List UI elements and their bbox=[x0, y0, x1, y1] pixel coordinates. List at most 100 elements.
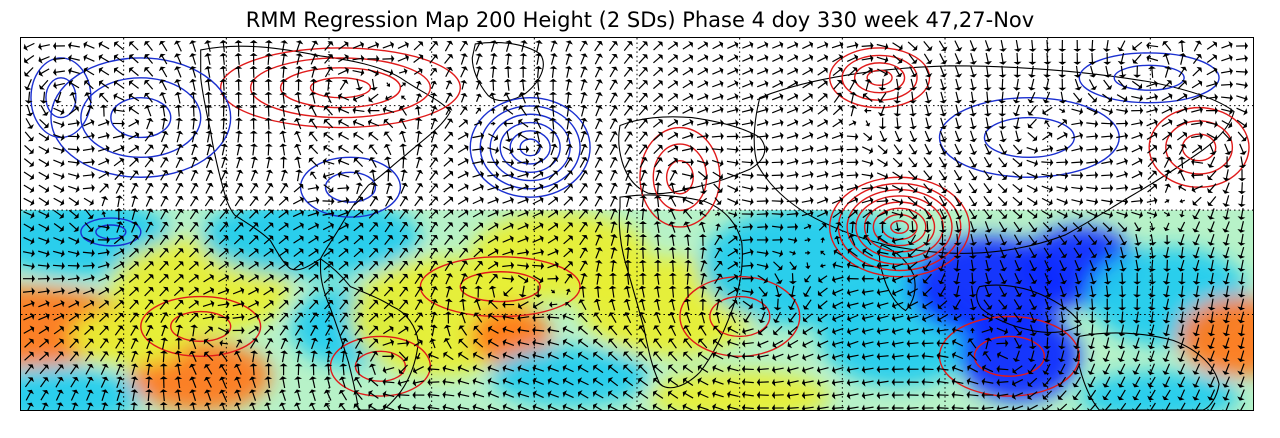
wind-vector-arrow bbox=[517, 145, 530, 154]
wind-vector-arrow bbox=[623, 105, 634, 116]
wind-vector-arrow bbox=[984, 143, 993, 155]
wind-vector-arrow bbox=[1132, 402, 1142, 410]
positive-height-contour bbox=[973, 335, 1046, 377]
wind-vector-arrow bbox=[547, 364, 559, 372]
wind-vector-arrow bbox=[444, 311, 453, 324]
wind-vector-arrow bbox=[802, 118, 814, 127]
wind-vector-arrow bbox=[580, 91, 588, 104]
wind-vector-arrow bbox=[218, 327, 230, 336]
wind-vector-arrow bbox=[145, 337, 154, 350]
wind-vector-arrow bbox=[114, 312, 124, 323]
positive-height-contour bbox=[872, 207, 927, 247]
wind-vector-arrow bbox=[533, 157, 543, 167]
wind-vector-arrow bbox=[517, 338, 530, 347]
wind-vector-arrow bbox=[1071, 197, 1084, 206]
negative-height-contour bbox=[80, 77, 202, 159]
wind-vector-arrow bbox=[772, 353, 784, 362]
wind-vector-arrow bbox=[1162, 272, 1171, 285]
wind-vector-arrow bbox=[861, 171, 874, 180]
wind-vector-arrow bbox=[368, 209, 379, 219]
wind-vector-arrow bbox=[82, 183, 95, 192]
wind-vector-arrow bbox=[220, 156, 229, 169]
wind-vector-arrow bbox=[1192, 376, 1201, 388]
wind-vector-arrow bbox=[1056, 198, 1068, 206]
wind-vector-arrow bbox=[712, 92, 724, 101]
wind-vector-arrow bbox=[981, 325, 994, 334]
wind-vector-arrow bbox=[128, 92, 140, 102]
wind-vector-arrow bbox=[189, 389, 197, 401]
wind-vector-arrow bbox=[1177, 246, 1186, 259]
wind-vector-arrow bbox=[1237, 272, 1246, 285]
wind-vector-arrow bbox=[939, 66, 948, 78]
wind-vector-arrow bbox=[1148, 246, 1157, 259]
wind-vector-arrow bbox=[502, 390, 514, 398]
wind-vector-arrow bbox=[1071, 144, 1084, 153]
wind-vector-arrow bbox=[1206, 53, 1217, 63]
negative-height-contour bbox=[489, 113, 571, 182]
wind-vector-arrow bbox=[727, 198, 739, 206]
wind-vector-arrow bbox=[502, 325, 515, 334]
wind-vector-arrow bbox=[1119, 246, 1127, 259]
wind-vector-arrow bbox=[653, 233, 662, 246]
wind-vector-arrow bbox=[1147, 144, 1157, 154]
wind-vector-arrow bbox=[53, 146, 65, 155]
wind-vector-arrow bbox=[563, 222, 574, 232]
wind-vector-arrow bbox=[924, 208, 933, 220]
wind-vector-arrow bbox=[532, 183, 544, 192]
wind-vector-arrow bbox=[1103, 234, 1113, 245]
wind-vector-arrow bbox=[264, 196, 274, 207]
wind-vector-arrow bbox=[488, 299, 498, 310]
wind-vector-arrow bbox=[984, 130, 993, 143]
wind-vector-arrow bbox=[1207, 259, 1216, 272]
wind-vector-arrow bbox=[144, 105, 152, 117]
wind-vector-arrow bbox=[400, 169, 408, 182]
wind-vector-arrow bbox=[442, 364, 455, 373]
wind-vector-arrow bbox=[38, 145, 50, 155]
wind-vector-arrow bbox=[937, 272, 946, 285]
wind-vector-arrow bbox=[771, 365, 784, 374]
negative-height-contour bbox=[324, 171, 377, 203]
wind-vector-arrow bbox=[233, 350, 242, 362]
wind-vector-arrow bbox=[310, 40, 319, 52]
wind-vector-arrow bbox=[429, 324, 438, 337]
wind-vector-arrow bbox=[280, 350, 289, 363]
wind-vector-arrow bbox=[188, 337, 197, 350]
wind-vector-arrow bbox=[697, 377, 709, 386]
wind-vector-arrow bbox=[682, 118, 694, 127]
positive-height-contour bbox=[219, 47, 461, 129]
wind-vector-arrow bbox=[1133, 272, 1142, 285]
wind-vector-arrow bbox=[218, 402, 227, 410]
negative-height-contour bbox=[45, 77, 77, 119]
wind-vector-arrow bbox=[951, 403, 964, 410]
wind-vector-arrow bbox=[1071, 158, 1084, 167]
wind-vector-arrow bbox=[129, 299, 139, 310]
wind-vector-arrow bbox=[1056, 158, 1069, 167]
wind-vector-arrow bbox=[1072, 222, 1083, 232]
wind-vector-arrow bbox=[682, 377, 694, 386]
wind-vector-arrow bbox=[831, 404, 844, 410]
wind-vector-arrow bbox=[68, 209, 79, 220]
positive-height-contour bbox=[1165, 120, 1234, 175]
wind-vector-arrow bbox=[355, 350, 364, 363]
wind-vector-arrow bbox=[445, 106, 453, 116]
wind-vector-arrow bbox=[353, 170, 362, 181]
wind-vector-arrow bbox=[954, 156, 963, 168]
wind-vector-arrow bbox=[1042, 91, 1051, 104]
wind-vector-arrow bbox=[24, 351, 34, 361]
wind-vector-arrow bbox=[397, 41, 409, 50]
wind-vector-arrow bbox=[369, 351, 379, 362]
wind-vector-arrow bbox=[203, 273, 214, 283]
wind-vector-arrow bbox=[1147, 363, 1155, 375]
wind-vector-arrow bbox=[983, 156, 993, 168]
wind-vector-arrow bbox=[712, 79, 724, 88]
wind-vector-arrow bbox=[382, 352, 395, 361]
wind-vector-arrow bbox=[969, 221, 978, 233]
wind-vector-arrow bbox=[1206, 133, 1218, 142]
wind-vector-arrow bbox=[878, 221, 887, 233]
wind-vector-arrow bbox=[652, 338, 663, 349]
wind-vector-arrow bbox=[128, 41, 139, 51]
wind-vector-arrow bbox=[160, 182, 169, 194]
wind-vector-arrow bbox=[40, 389, 49, 401]
wind-vector-arrow bbox=[503, 105, 514, 115]
wind-vector-arrow bbox=[563, 170, 574, 181]
